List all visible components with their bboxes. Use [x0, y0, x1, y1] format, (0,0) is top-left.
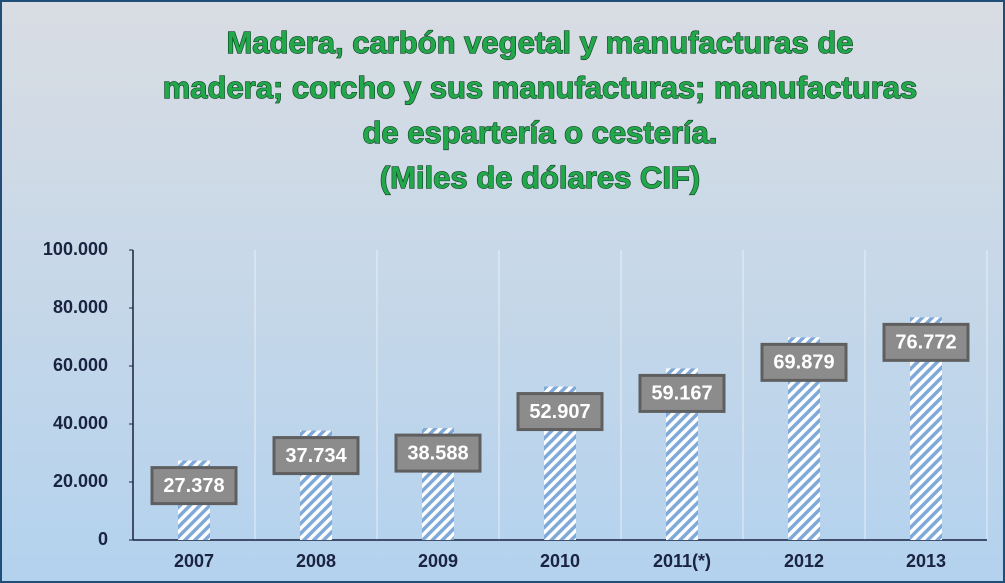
x-tick-label: 2010: [540, 551, 580, 571]
chart-title: madera; corcho y sus manufacturas; manuf…: [163, 70, 918, 105]
chart-title: de espartería o cestería.: [363, 115, 718, 150]
y-tick-label: 80.000: [53, 297, 108, 317]
x-tick-label: 2009: [418, 551, 458, 571]
value-label: 38.588: [407, 442, 468, 464]
y-tick-label: 100.000: [43, 239, 108, 259]
value-label-box: [150, 466, 238, 506]
y-tick-label: 0: [98, 529, 108, 549]
value-label: 37.734: [285, 445, 347, 467]
value-label: 59.167: [651, 383, 712, 405]
x-tick-label: 2013: [906, 551, 946, 571]
chart-title: Madera, carbón vegetal y manufacturas de: [226, 25, 853, 60]
x-tick-label: 2012: [784, 551, 824, 571]
value-label-box: [516, 392, 604, 432]
value-label-box: [272, 436, 360, 476]
value-label: 76.772: [895, 332, 956, 354]
x-tick-label: 2007: [174, 551, 214, 571]
y-tick-label: 40.000: [53, 413, 108, 433]
value-label-box: [882, 322, 970, 362]
value-label: 52.907: [529, 401, 590, 423]
x-tick-label: 2011(*): [653, 551, 711, 571]
value-label-box: [638, 373, 726, 413]
value-label: 69.879: [773, 352, 834, 374]
value-label-box: [760, 342, 848, 382]
x-tick-label: 2008: [296, 551, 336, 571]
y-tick-label: 20.000: [53, 471, 108, 491]
value-label-box: [394, 433, 482, 473]
value-label: 27.378: [163, 475, 224, 497]
y-tick-label: 60.000: [53, 355, 108, 375]
chart-subtitle: (Miles de dólares CIF): [380, 160, 700, 195]
